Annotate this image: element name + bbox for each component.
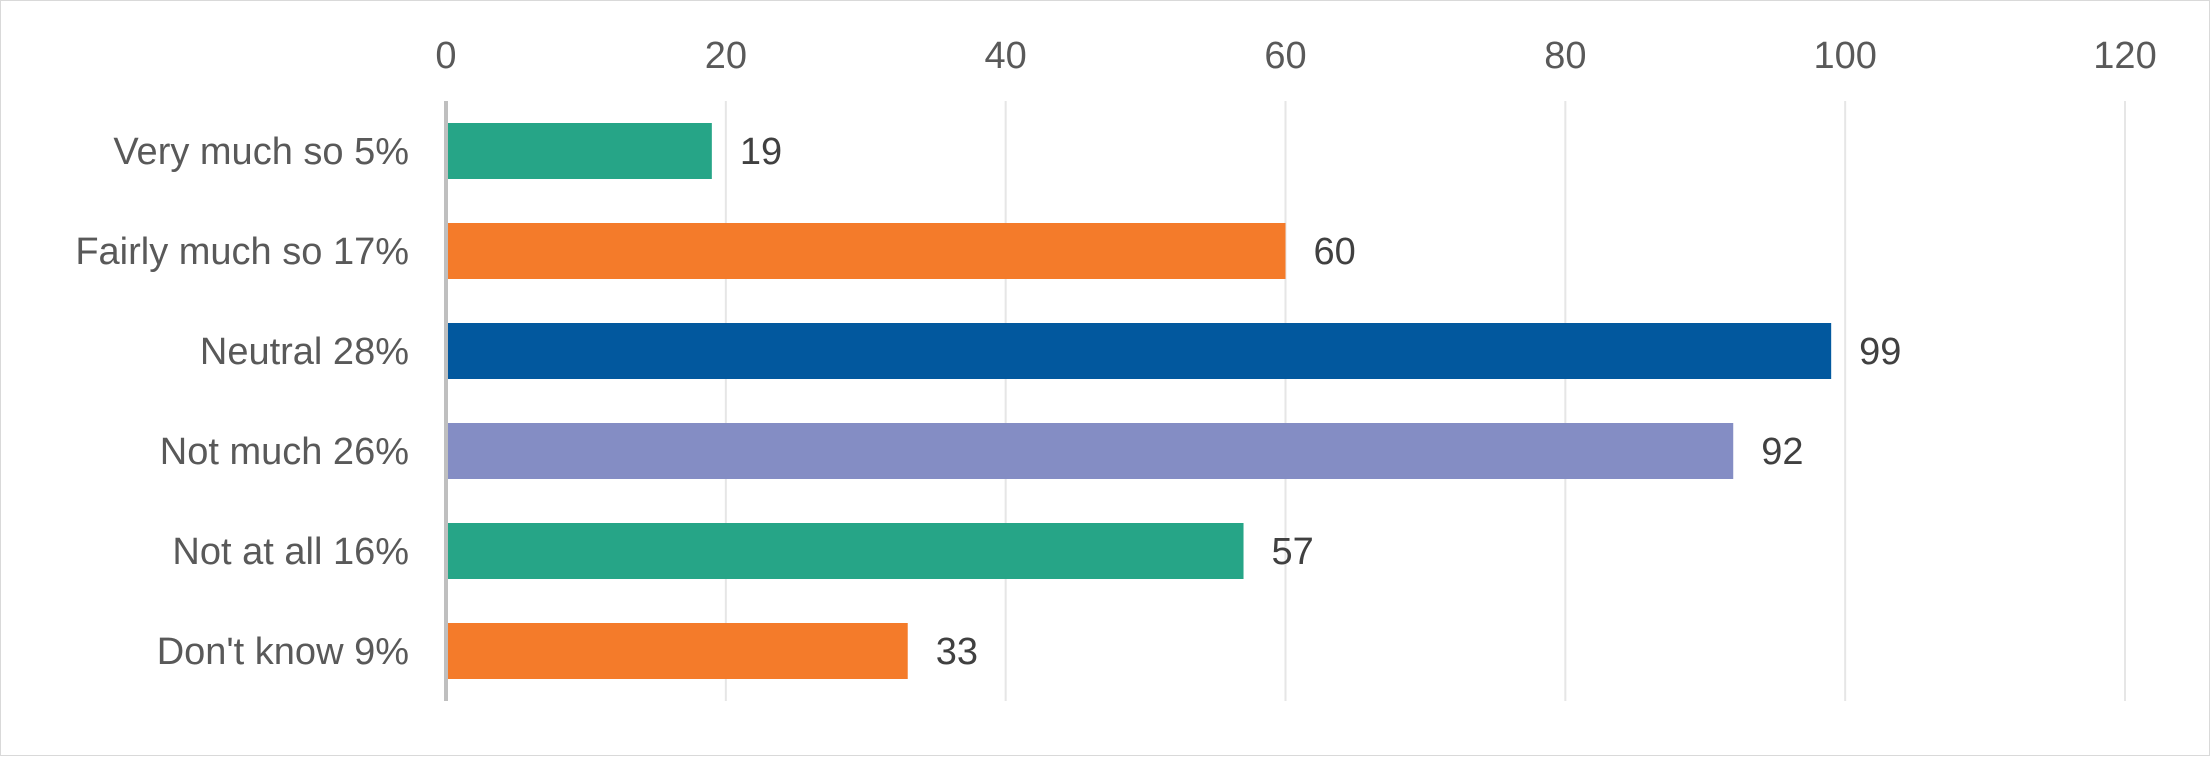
data-label: 19 — [740, 131, 782, 173]
bar-5 — [446, 523, 1244, 579]
data-labels: 19 60 99 92 57 33 — [740, 131, 1902, 673]
category-label: Don't know 9% — [157, 631, 409, 673]
category-label: Not at all 16% — [172, 531, 409, 573]
data-label: 57 — [1272, 531, 1314, 573]
category-label: Fairly much so 17% — [75, 231, 409, 273]
bar-4 — [446, 423, 1734, 479]
gridlines — [724, 101, 2126, 701]
category-labels: Very much so 5% Fairly much so 17% Neutral… — [75, 131, 409, 673]
x-tick-label: 100 — [1813, 35, 1876, 77]
category-label: Neutral 28% — [200, 331, 409, 373]
x-tick-label: 0 — [435, 35, 456, 77]
bar-6 — [446, 623, 908, 679]
bar-3 — [446, 323, 1832, 379]
x-tick-label: 80 — [1544, 35, 1586, 77]
data-label: 33 — [936, 631, 978, 673]
x-tick-label: 120 — [2093, 35, 2156, 77]
x-tick-label: 40 — [985, 35, 1027, 77]
x-tick-label: 60 — [1264, 35, 1306, 77]
category-label: Not much 26% — [160, 431, 409, 473]
data-label: 99 — [1859, 331, 1901, 373]
bars — [446, 123, 1832, 679]
category-label: Very much so 5% — [113, 131, 409, 173]
bar-1 — [446, 123, 712, 179]
x-tick-label: 20 — [705, 35, 747, 77]
bar-2 — [446, 223, 1286, 279]
data-label: 60 — [1314, 231, 1356, 273]
x-axis-ticks: 0 20 40 60 80 100 120 — [435, 35, 2156, 77]
data-label: 92 — [1761, 431, 1803, 473]
